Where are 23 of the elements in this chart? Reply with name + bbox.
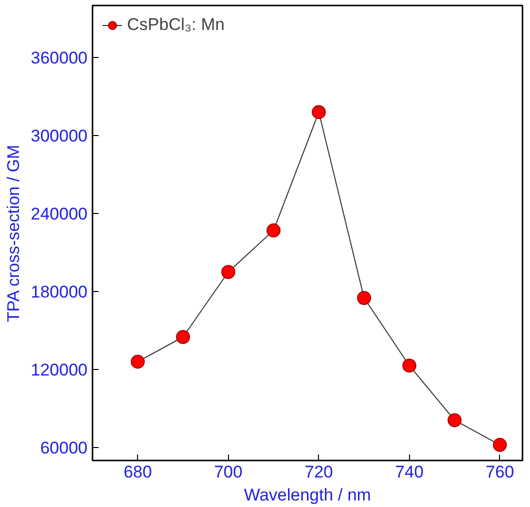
x-tick-label: 740 (395, 462, 424, 482)
y-tick-label: 120000 (30, 360, 88, 380)
point (130, 354, 145, 369)
point (176, 330, 190, 344)
point (312, 105, 326, 120)
y-axis-title: TPA cross-section / GM (4, 144, 23, 322)
x-tick-label: 700 (214, 462, 242, 482)
y-tick-label: 360000 (30, 48, 88, 68)
legend-label: CsPbCl₃: Mn (127, 15, 225, 35)
point (266, 223, 281, 238)
y-tick-label: 300000 (30, 126, 88, 146)
point (448, 413, 462, 428)
x-tick-label: 680 (124, 462, 152, 482)
point (221, 265, 236, 279)
y-tick-label: 180000 (30, 282, 88, 302)
point (402, 358, 416, 373)
x-tick-label: 760 (486, 462, 514, 482)
y-tick-label: 60000 (40, 438, 88, 458)
x-tick-label: 720 (304, 462, 334, 482)
point (492, 438, 507, 452)
x-axis-title: Wavelength / nm (244, 486, 371, 504)
point (357, 291, 372, 305)
y-tick-label: 240000 (30, 204, 88, 224)
